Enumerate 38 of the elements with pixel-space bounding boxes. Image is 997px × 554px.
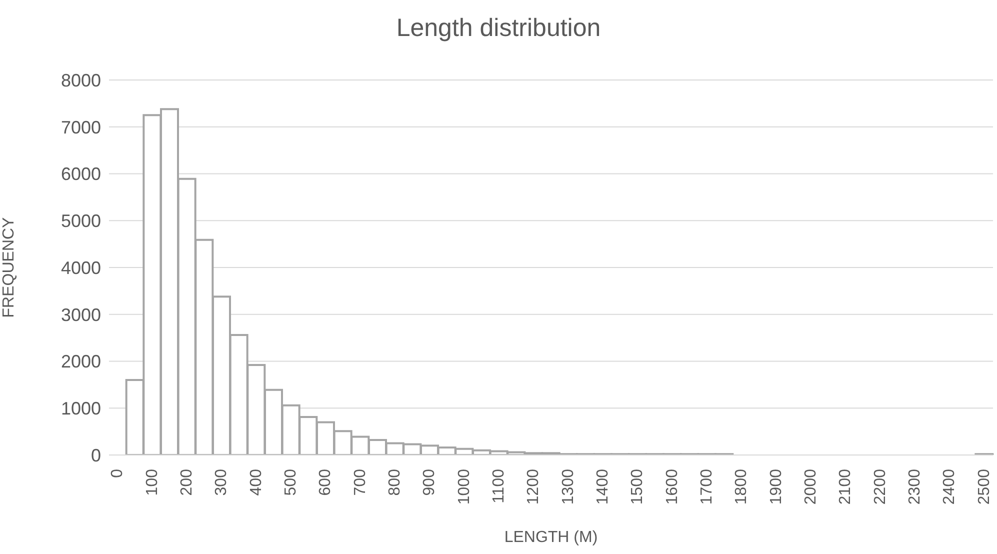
y-tick-label: 6000: [60, 164, 101, 184]
x-tick-label: 2300: [906, 468, 924, 505]
chart-title: Length distribution: [395, 14, 602, 43]
x-tick-label: 1800: [733, 468, 750, 505]
x-tick-label: 500: [282, 468, 300, 496]
y-axis-title: FREQUENCY: [0, 216, 18, 318]
x-tick-label: 1000: [456, 468, 473, 505]
x-tick-label: 0: [109, 468, 126, 478]
y-tick-label: 0: [90, 445, 101, 466]
x-tick-label: 1400: [594, 468, 612, 505]
y-tick-label: 2000: [60, 352, 101, 372]
x-axis-title: LENGTH (M): [504, 529, 598, 546]
x-tick-label: 1200: [525, 468, 542, 505]
x-tick-label: 300: [213, 468, 230, 496]
x-tick-label: 2200: [872, 468, 889, 505]
x-tick-label: 2500: [976, 468, 993, 505]
x-tick-label: 700: [352, 468, 369, 496]
y-tick-label: 3000: [60, 304, 101, 325]
x-tick-label: 1700: [698, 468, 716, 505]
x-tick-label: 2400: [941, 468, 958, 505]
y-tick-label: 1000: [60, 398, 101, 419]
y-tick-label: 7000: [60, 117, 101, 138]
x-tick-label: 900: [421, 468, 438, 496]
x-tick-label: 1300: [560, 468, 577, 505]
x-tick-label: 1600: [664, 468, 681, 505]
x-tick-label: 200: [178, 468, 196, 496]
x-tick-label: 100: [144, 468, 161, 496]
x-tick-label: 1500: [629, 468, 646, 505]
y-tick-label: 8000: [60, 70, 101, 90]
x-tick-label: 2100: [837, 468, 854, 505]
x-tick-label: 600: [317, 468, 334, 496]
y-tick-label: 4000: [60, 258, 101, 278]
x-tick-label: 2000: [802, 468, 820, 505]
x-tick-label: 1900: [768, 468, 785, 505]
y-tick-label: 5000: [60, 211, 101, 232]
x-tick-label: 400: [248, 468, 265, 496]
x-tick-label: 800: [386, 468, 404, 496]
x-tick-label: 1100: [490, 468, 508, 504]
